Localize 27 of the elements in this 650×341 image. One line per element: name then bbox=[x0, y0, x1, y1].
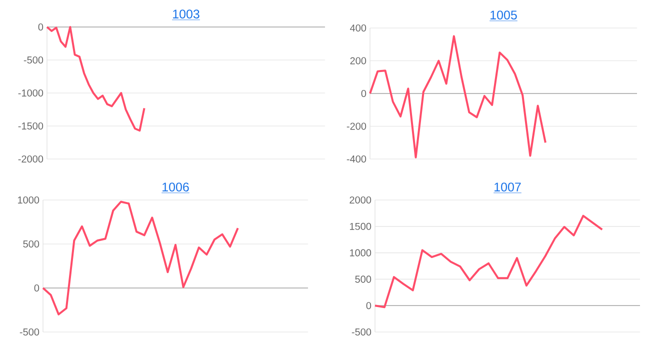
y-tick-label: -400 bbox=[346, 155, 366, 163]
y-tick-label: 1500 bbox=[350, 222, 372, 230]
y-tick-label: 500 bbox=[355, 276, 372, 283]
chart-title: 1007 bbox=[494, 182, 521, 192]
y-tick-label: 0 bbox=[366, 302, 372, 310]
line-series bbox=[374, 214, 604, 308]
y-tick-label: -500 bbox=[24, 56, 44, 64]
y-tick-label: -1500 bbox=[18, 122, 44, 130]
y-tick-label: 1000 bbox=[18, 196, 40, 204]
y-tick-label: -1000 bbox=[18, 89, 44, 97]
line-series bbox=[369, 35, 546, 158]
line-series bbox=[42, 200, 239, 316]
chart-title: 1005 bbox=[490, 10, 517, 20]
y-tick-label: 1000 bbox=[350, 249, 372, 256]
y-tick-label: -2000 bbox=[18, 155, 44, 163]
y-tick-label: 500 bbox=[23, 240, 40, 248]
y-tick-label: 400 bbox=[350, 24, 366, 32]
chart-title: 1006 bbox=[162, 182, 189, 192]
y-tick-label: -500 bbox=[20, 328, 40, 336]
y-tick-label: 0 bbox=[361, 90, 366, 98]
y-tick-label: -500 bbox=[352, 328, 372, 336]
y-tick-label: 200 bbox=[350, 57, 366, 64]
y-tick-label: 0 bbox=[38, 23, 44, 31]
y-tick-label: 2000 bbox=[350, 196, 372, 204]
chart-title: 1003 bbox=[173, 10, 200, 18]
y-tick-label: 0 bbox=[34, 284, 40, 292]
y-tick-label: -200 bbox=[346, 122, 366, 130]
